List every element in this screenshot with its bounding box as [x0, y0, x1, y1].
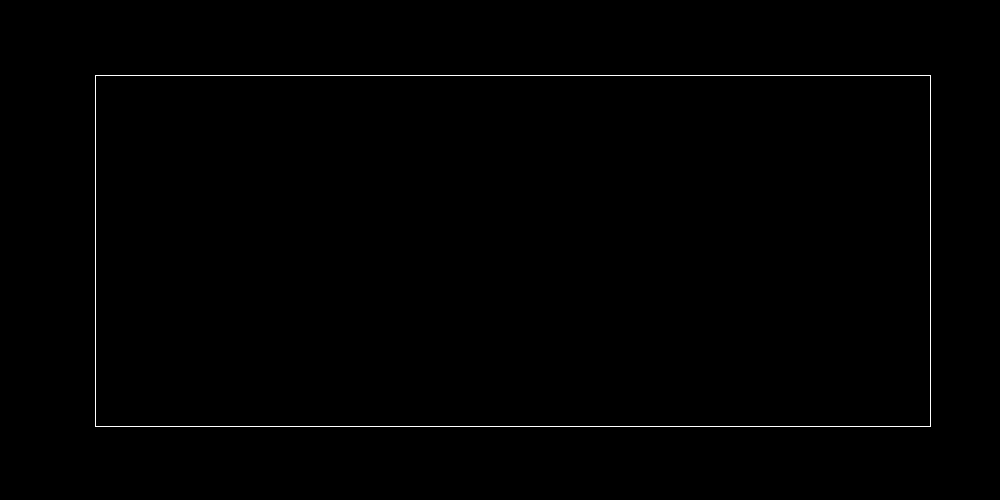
plot-area [95, 75, 931, 427]
keogram-image [96, 76, 930, 426]
